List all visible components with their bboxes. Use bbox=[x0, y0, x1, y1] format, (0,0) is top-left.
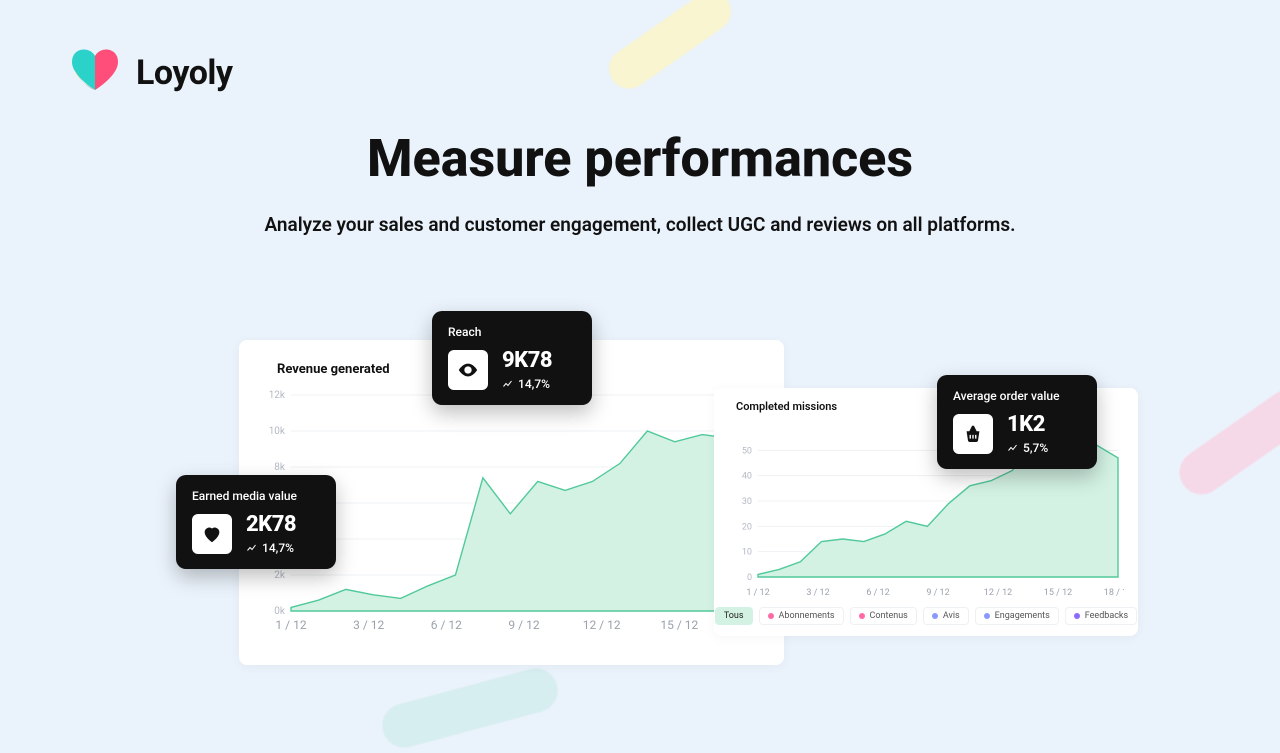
legend-pill[interactable]: Engagements bbox=[975, 607, 1059, 625]
decorative-blob bbox=[377, 663, 562, 752]
kpi-average-order-value: Average order value 1K2 5,7% bbox=[937, 375, 1097, 469]
legend-pill[interactable]: Abonnements bbox=[759, 607, 844, 625]
svg-text:9 / 12: 9 / 12 bbox=[926, 588, 949, 598]
kpi-earned-media-value: Earned media value 2K78 14,7% bbox=[176, 475, 336, 569]
kpi-trend: 5,7% bbox=[1007, 441, 1048, 455]
svg-text:10k: 10k bbox=[269, 426, 286, 437]
decorative-blob bbox=[601, 0, 739, 97]
svg-text:20: 20 bbox=[742, 522, 752, 532]
heart-icon bbox=[192, 514, 232, 554]
legend-label: Engagements bbox=[995, 611, 1050, 621]
svg-text:6 / 12: 6 / 12 bbox=[866, 588, 889, 598]
svg-text:3 / 12: 3 / 12 bbox=[353, 618, 384, 632]
legend-label: Abonnements bbox=[779, 611, 835, 621]
svg-text:1 / 12: 1 / 12 bbox=[275, 618, 306, 632]
svg-text:12 / 12: 12 / 12 bbox=[984, 588, 1012, 598]
legend-pill[interactable]: Tous bbox=[715, 607, 753, 625]
basket-icon bbox=[953, 414, 993, 454]
revenue-chart: 0k2k4k6k8k10k12k1 / 123 / 126 / 129 / 12… bbox=[263, 389, 763, 633]
legend-dot bbox=[932, 613, 938, 619]
legend-dot bbox=[859, 613, 865, 619]
page-title: Measure performances bbox=[0, 128, 1280, 189]
kpi-trend: 14,7% bbox=[502, 377, 552, 391]
legend-dot bbox=[1074, 613, 1080, 619]
svg-text:30: 30 bbox=[742, 497, 752, 507]
kpi-value: 9K78 bbox=[502, 349, 552, 373]
missions-legend: TousAbonnementsContenusAvisEngagementsFe… bbox=[730, 607, 1122, 625]
svg-text:0: 0 bbox=[747, 573, 752, 583]
svg-text:40: 40 bbox=[742, 472, 752, 482]
legend-dot bbox=[984, 613, 990, 619]
legend-pill[interactable]: Contenus bbox=[850, 607, 917, 625]
kpi-trend: 14,7% bbox=[246, 541, 296, 555]
legend-dot bbox=[768, 613, 774, 619]
kpi-value: 2K78 bbox=[246, 513, 296, 537]
svg-text:18 / 12: 18 / 12 bbox=[1104, 588, 1124, 598]
svg-text:50: 50 bbox=[742, 446, 752, 456]
svg-text:15 / 12: 15 / 12 bbox=[660, 618, 698, 632]
svg-text:3 / 12: 3 / 12 bbox=[806, 588, 829, 598]
svg-text:0k: 0k bbox=[274, 606, 286, 617]
eye-icon bbox=[448, 350, 488, 390]
svg-text:1 / 12: 1 / 12 bbox=[746, 588, 769, 598]
kpi-reach: Reach 9K78 14,7% bbox=[432, 311, 592, 405]
svg-text:12 / 12: 12 / 12 bbox=[583, 618, 621, 632]
logo-text: Loyoly bbox=[136, 53, 233, 93]
kpi-title: Earned media value bbox=[192, 489, 318, 503]
legend-label: Tous bbox=[724, 611, 744, 621]
kpi-title: Average order value bbox=[953, 389, 1079, 403]
legend-pill[interactable]: Feedbacks bbox=[1065, 607, 1137, 625]
svg-text:12k: 12k bbox=[269, 390, 286, 401]
logo-icon bbox=[68, 48, 122, 98]
svg-text:2k: 2k bbox=[274, 570, 286, 581]
page-subtitle: Analyze your sales and customer engageme… bbox=[0, 212, 1280, 238]
kpi-title: Reach bbox=[448, 325, 574, 339]
svg-text:10: 10 bbox=[742, 548, 752, 558]
svg-text:9 / 12: 9 / 12 bbox=[508, 618, 539, 632]
legend-label: Feedbacks bbox=[1085, 611, 1128, 621]
legend-label: Avis bbox=[943, 611, 960, 621]
legend-label: Contenus bbox=[870, 611, 908, 621]
brand-logo: Loyoly bbox=[68, 48, 233, 98]
svg-text:15 / 12: 15 / 12 bbox=[1044, 588, 1072, 598]
legend-pill[interactable]: Avis bbox=[923, 607, 969, 625]
decorative-blob bbox=[1171, 381, 1280, 503]
svg-text:6 / 12: 6 / 12 bbox=[431, 618, 462, 632]
kpi-value: 1K2 bbox=[1007, 413, 1048, 437]
svg-text:8k: 8k bbox=[274, 462, 286, 473]
